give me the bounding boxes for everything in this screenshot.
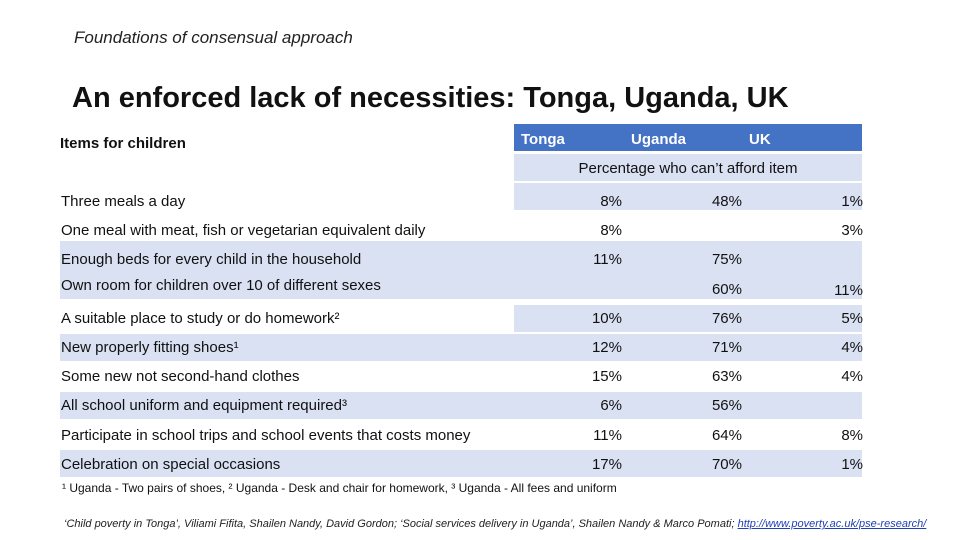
slide-title: An enforced lack of necessities: Tonga, …: [72, 82, 789, 114]
table-cell-uk: 1%: [841, 456, 863, 473]
table-cell-uganda: 71%: [711, 339, 742, 356]
table-cell-tonga: 12%: [591, 339, 622, 356]
table-cell-uk: 4%: [841, 339, 863, 356]
table-cell-tonga: 11%: [593, 251, 622, 268]
slide-subtitle: Foundations of consensual approach: [74, 28, 353, 47]
table-cell-uk: 3%: [841, 222, 863, 239]
table-cell-uganda: 56%: [711, 397, 742, 414]
table-row-item: New properly fitting shoes¹: [61, 339, 239, 356]
table-row-item: One meal with meat, fish or vegetarian e…: [61, 222, 426, 239]
table-row-item: Some new not second-hand clothes: [61, 368, 300, 385]
table-cell-tonga: 8%: [600, 193, 622, 210]
table-cell-uk: 4%: [841, 368, 863, 385]
country-header-bar: [514, 124, 862, 151]
table-cell-uganda: 64%: [711, 427, 742, 444]
source-text: ‘Child poverty in Tonga’, Viliami Fifita…: [64, 518, 735, 530]
row-background: [514, 183, 862, 210]
table-cell-tonga: 15%: [591, 368, 622, 385]
column-header-uganda: Uganda: [631, 131, 687, 148]
table-cell-tonga: 6%: [600, 397, 622, 414]
table-cell-tonga: 17%: [591, 456, 622, 473]
table-cell-tonga: 10%: [591, 310, 622, 327]
table-row-item: Three meals a day: [61, 193, 186, 210]
column-header-uk: UK: [749, 131, 771, 148]
row-background: [60, 450, 862, 477]
table-cell-uk: 8%: [841, 427, 863, 444]
table-cell-uganda: 76%: [711, 310, 742, 327]
table-cell-uganda: 70%: [711, 456, 742, 473]
table-cell-uk: 5%: [841, 310, 863, 327]
items-column-header: Items for children: [60, 135, 186, 152]
table-row-item: All school uniform and equipment require…: [61, 397, 347, 414]
table-cell-uk: 1%: [841, 193, 863, 210]
source-link[interactable]: http://www.poverty.ac.uk/pse-research/: [737, 518, 927, 530]
table-cell-uganda: 63%: [711, 368, 742, 385]
percentage-subheader: Percentage who can’t afford item: [578, 160, 798, 177]
table-cell-tonga: 8%: [600, 222, 622, 239]
table-footnote: ¹ Uganda - Two pairs of shoes, ² Uganda …: [62, 481, 617, 495]
table-row-item: Celebration on special occasions: [61, 456, 281, 473]
table-row-item: A suitable place to study or do homework…: [61, 310, 340, 327]
table-row-item: Own room for children over 10 of differe…: [61, 277, 381, 294]
table-row-item: Enough beds for every child in the house…: [61, 251, 362, 268]
table-cell-uganda: 48%: [711, 193, 742, 210]
table-row-item: Participate in school trips and school e…: [61, 427, 471, 444]
row-background: [60, 392, 862, 419]
table-cell-uganda: 75%: [711, 251, 742, 268]
table-cell-tonga: 11%: [593, 427, 622, 444]
row-background: [514, 305, 862, 332]
table-cell-uk: 11%: [834, 282, 863, 299]
column-header-tonga: Tonga: [521, 131, 565, 148]
source-citation: ‘Child poverty in Tonga’, Viliami Fifita…: [64, 518, 926, 530]
table-cell-uganda: 60%: [711, 281, 742, 298]
row-background: [60, 241, 862, 299]
row-background: [60, 334, 862, 361]
subheader-background: [514, 154, 862, 181]
